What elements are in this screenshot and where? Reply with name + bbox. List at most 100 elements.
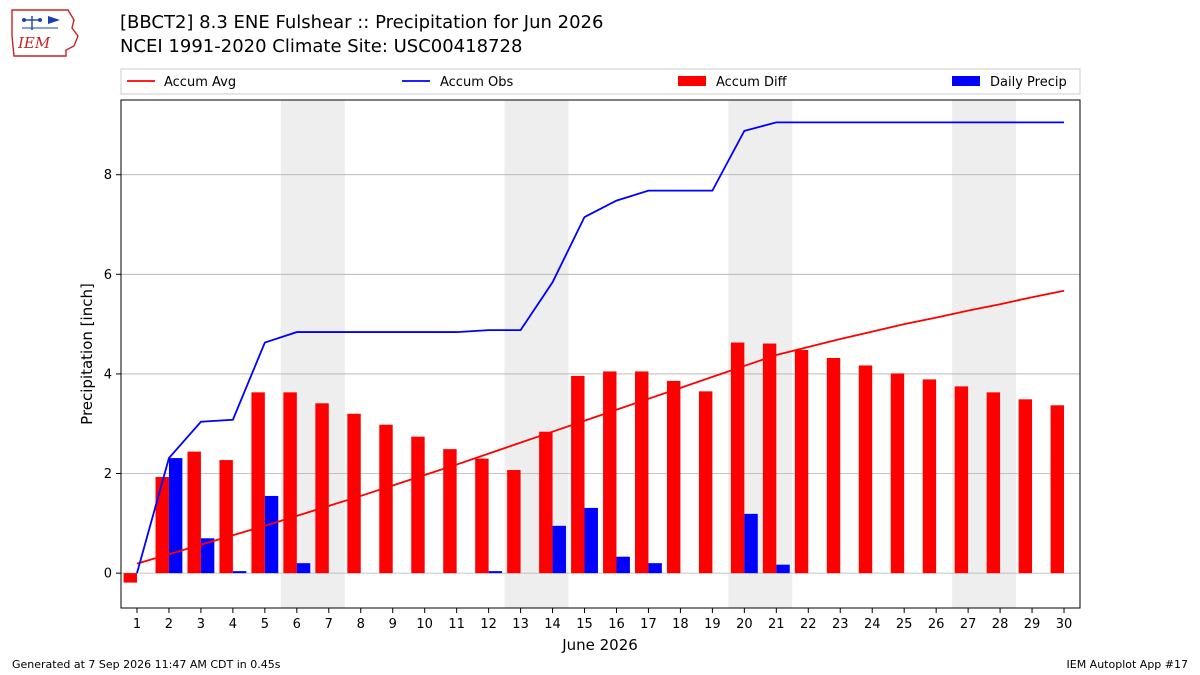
bar-accum-diff [347, 413, 361, 574]
bar-daily-precip [488, 571, 503, 574]
x-tick-label: 19 [704, 617, 721, 632]
bar-accum-diff [443, 449, 457, 574]
legend-swatch-daily-precip [952, 76, 980, 86]
x-tick-label: 21 [768, 617, 785, 632]
x-tick-label: 10 [416, 617, 433, 632]
x-tick-label: 8 [357, 617, 365, 632]
x-tick-label: 20 [736, 617, 753, 632]
y-tick-label: 6 [104, 268, 112, 283]
bar-accum-diff [539, 431, 553, 574]
x-tick-label: 26 [928, 617, 945, 632]
chart-subtitle: NCEI 1991-2020 Climate Site: USC00418728 [120, 36, 523, 57]
x-tick-label: 6 [293, 617, 301, 632]
x-tick-label: 9 [389, 617, 397, 632]
legend: Accum Avg Accum Obs Accum Diff Daily Pre… [120, 68, 1081, 95]
y-axis: 0 2 4 6 8 [104, 168, 121, 582]
bar-daily-precip [552, 525, 566, 574]
x-tick-label: 18 [672, 617, 689, 632]
bar-accum-diff [1050, 405, 1065, 574]
x-tick-label: 11 [448, 617, 465, 632]
bar-daily-precip [584, 507, 598, 574]
footer-app: IEM Autoplot App #17 [1066, 658, 1189, 671]
bar-daily-precip [648, 563, 662, 574]
bar-accum-diff [315, 403, 329, 574]
x-tick-label: 14 [544, 617, 561, 632]
bar-accum-diff [571, 375, 585, 574]
x-tick-label: 16 [608, 617, 625, 632]
x-tick-label: 30 [1056, 617, 1073, 632]
lines [136, 121, 1065, 574]
legend-label-accum-obs: Accum Obs [440, 75, 513, 90]
iem-logo: IEM [11, 9, 79, 57]
x-tick-label: 2 [165, 617, 173, 632]
x-tick-label: 23 [832, 617, 849, 632]
x-tick-label: 25 [896, 617, 913, 632]
x-axis-label: June 2026 [561, 636, 638, 654]
y-tick-label: 2 [104, 467, 112, 482]
bar-accum-diff [698, 391, 713, 574]
x-tick-label: 7 [325, 617, 333, 632]
x-tick-label: 27 [960, 617, 977, 632]
bar-daily-precip [168, 458, 183, 574]
bar-accum-diff [379, 424, 393, 574]
x-tick-label: 28 [992, 617, 1009, 632]
bar-accum-diff [411, 436, 425, 574]
legend-swatch-accum-diff [678, 76, 706, 86]
plot-frame [120, 99, 1081, 609]
bar-accum-diff [283, 392, 297, 574]
bar-accum-diff [635, 371, 649, 574]
bar-daily-precip [296, 563, 311, 574]
x-tick-label: 12 [480, 617, 497, 632]
bar-daily-precip [200, 538, 215, 574]
bars [123, 342, 1065, 583]
bar-accum-diff [794, 350, 809, 574]
bar-accum-diff [251, 392, 265, 574]
x-tick-label: 4 [229, 617, 237, 632]
x-tick-label: 17 [640, 617, 657, 632]
bar-accum-diff [986, 392, 1001, 574]
bar-accum-diff [507, 470, 521, 574]
chart-title: [BBCT2] 8.3 ENE Fulshear :: Precipitatio… [120, 12, 604, 33]
legend-label-accum-diff: Accum Diff [716, 75, 788, 90]
logo-text: IEM [17, 34, 51, 52]
y-tick-label: 4 [104, 367, 112, 382]
bar-accum-diff [603, 371, 617, 574]
x-tick-label: 22 [800, 617, 817, 632]
x-tick-label: 13 [512, 617, 529, 632]
bar-accum-diff [730, 342, 745, 574]
bar-daily-precip [232, 571, 247, 574]
weather-station-icon [22, 16, 60, 30]
bar-daily-precip [776, 564, 790, 574]
legend-frame [120, 68, 1081, 95]
bar-accum-diff [123, 573, 137, 583]
bar-accum-diff [890, 373, 905, 574]
bar-accum-diff [219, 460, 233, 574]
legend-label-daily-precip: Daily Precip [990, 75, 1067, 90]
x-tick-label: 5 [261, 617, 269, 632]
x-tick-label: 24 [864, 617, 881, 632]
bar-accum-diff [858, 365, 873, 574]
bar-accum-diff [954, 386, 969, 574]
bar-daily-precip [616, 556, 630, 574]
x-tick-label: 3 [197, 617, 205, 632]
bar-accum-diff [762, 343, 777, 574]
bar-accum-diff [187, 451, 201, 574]
grid-lines [121, 174, 1080, 574]
bar-accum-diff [826, 357, 841, 574]
bar-accum-diff [155, 477, 169, 574]
legend-label-accum-avg: Accum Avg [164, 75, 236, 90]
x-tick-label: 1 [133, 617, 141, 632]
line-accum-avg [136, 289, 1065, 565]
y-tick-label: 0 [104, 567, 112, 582]
bar-daily-precip [264, 495, 279, 574]
bar-accum-diff [666, 380, 681, 574]
iowa-outline-icon [11, 9, 79, 57]
bar-accum-diff [475, 458, 489, 574]
bar-accum-diff [922, 379, 937, 574]
x-tick-label: 15 [576, 617, 593, 632]
line-accum-obs [136, 121, 1065, 574]
bar-accum-diff [1018, 399, 1033, 574]
footer-generated: Generated at 7 Sep 2026 11:47 AM CDT in … [12, 658, 281, 671]
x-axis: 1 2 3 4 5 6 7 8 9 10 11 12 13 14 15 16 17 18 19 20 21 22 23 24 2… [133, 608, 1072, 632]
